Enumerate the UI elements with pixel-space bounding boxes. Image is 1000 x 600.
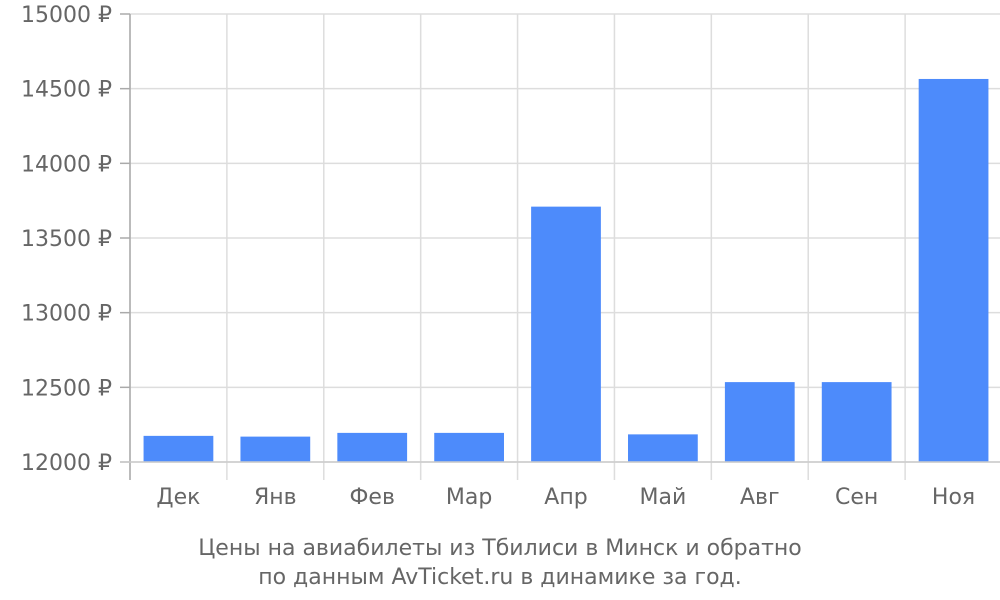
bar [724,382,795,462]
y-tick-label: 14000 ₽ [21,152,112,177]
bar [143,435,214,462]
bar [628,434,698,462]
chart-caption-line-1: Цены на авиабилеты из Тбилиси в Минск и … [198,536,802,561]
x-tick-label: Дек [156,485,200,510]
y-tick-label: 14500 ₽ [21,78,112,103]
y-tick-label: 13500 ₽ [21,227,112,252]
x-tick-label: Авг [740,485,780,510]
bar [918,78,989,463]
x-tick-label: Янв [254,485,297,510]
x-tick-label: Апр [544,485,587,510]
x-tick-label: Фев [349,485,394,510]
y-tick-label: 12000 ₽ [21,451,112,476]
tick-labels: 12000 ₽ 12500 ₽ 13000 ₽ 13500 ₽ 14000 ₽ 14500… [21,3,975,510]
bar [434,432,504,462]
y-tick-label: 15000 ₽ [21,3,112,28]
bars [143,78,989,463]
x-tick-label: Сен [835,485,878,510]
axes [120,13,1000,480]
bar [821,382,892,462]
x-tick-label: Ноя [932,485,975,510]
bar [531,206,601,462]
x-tick-label: Мар [446,485,492,510]
bar [337,432,408,462]
y-tick-label: 13000 ₽ [21,302,112,327]
chart-caption-line-2: по данным AvTicket.ru в динамике за год. [258,565,742,590]
x-tick-label: Май [640,485,687,510]
grid [129,13,1000,480]
y-tick-label: 12500 ₽ [21,376,112,401]
bar [240,436,311,462]
